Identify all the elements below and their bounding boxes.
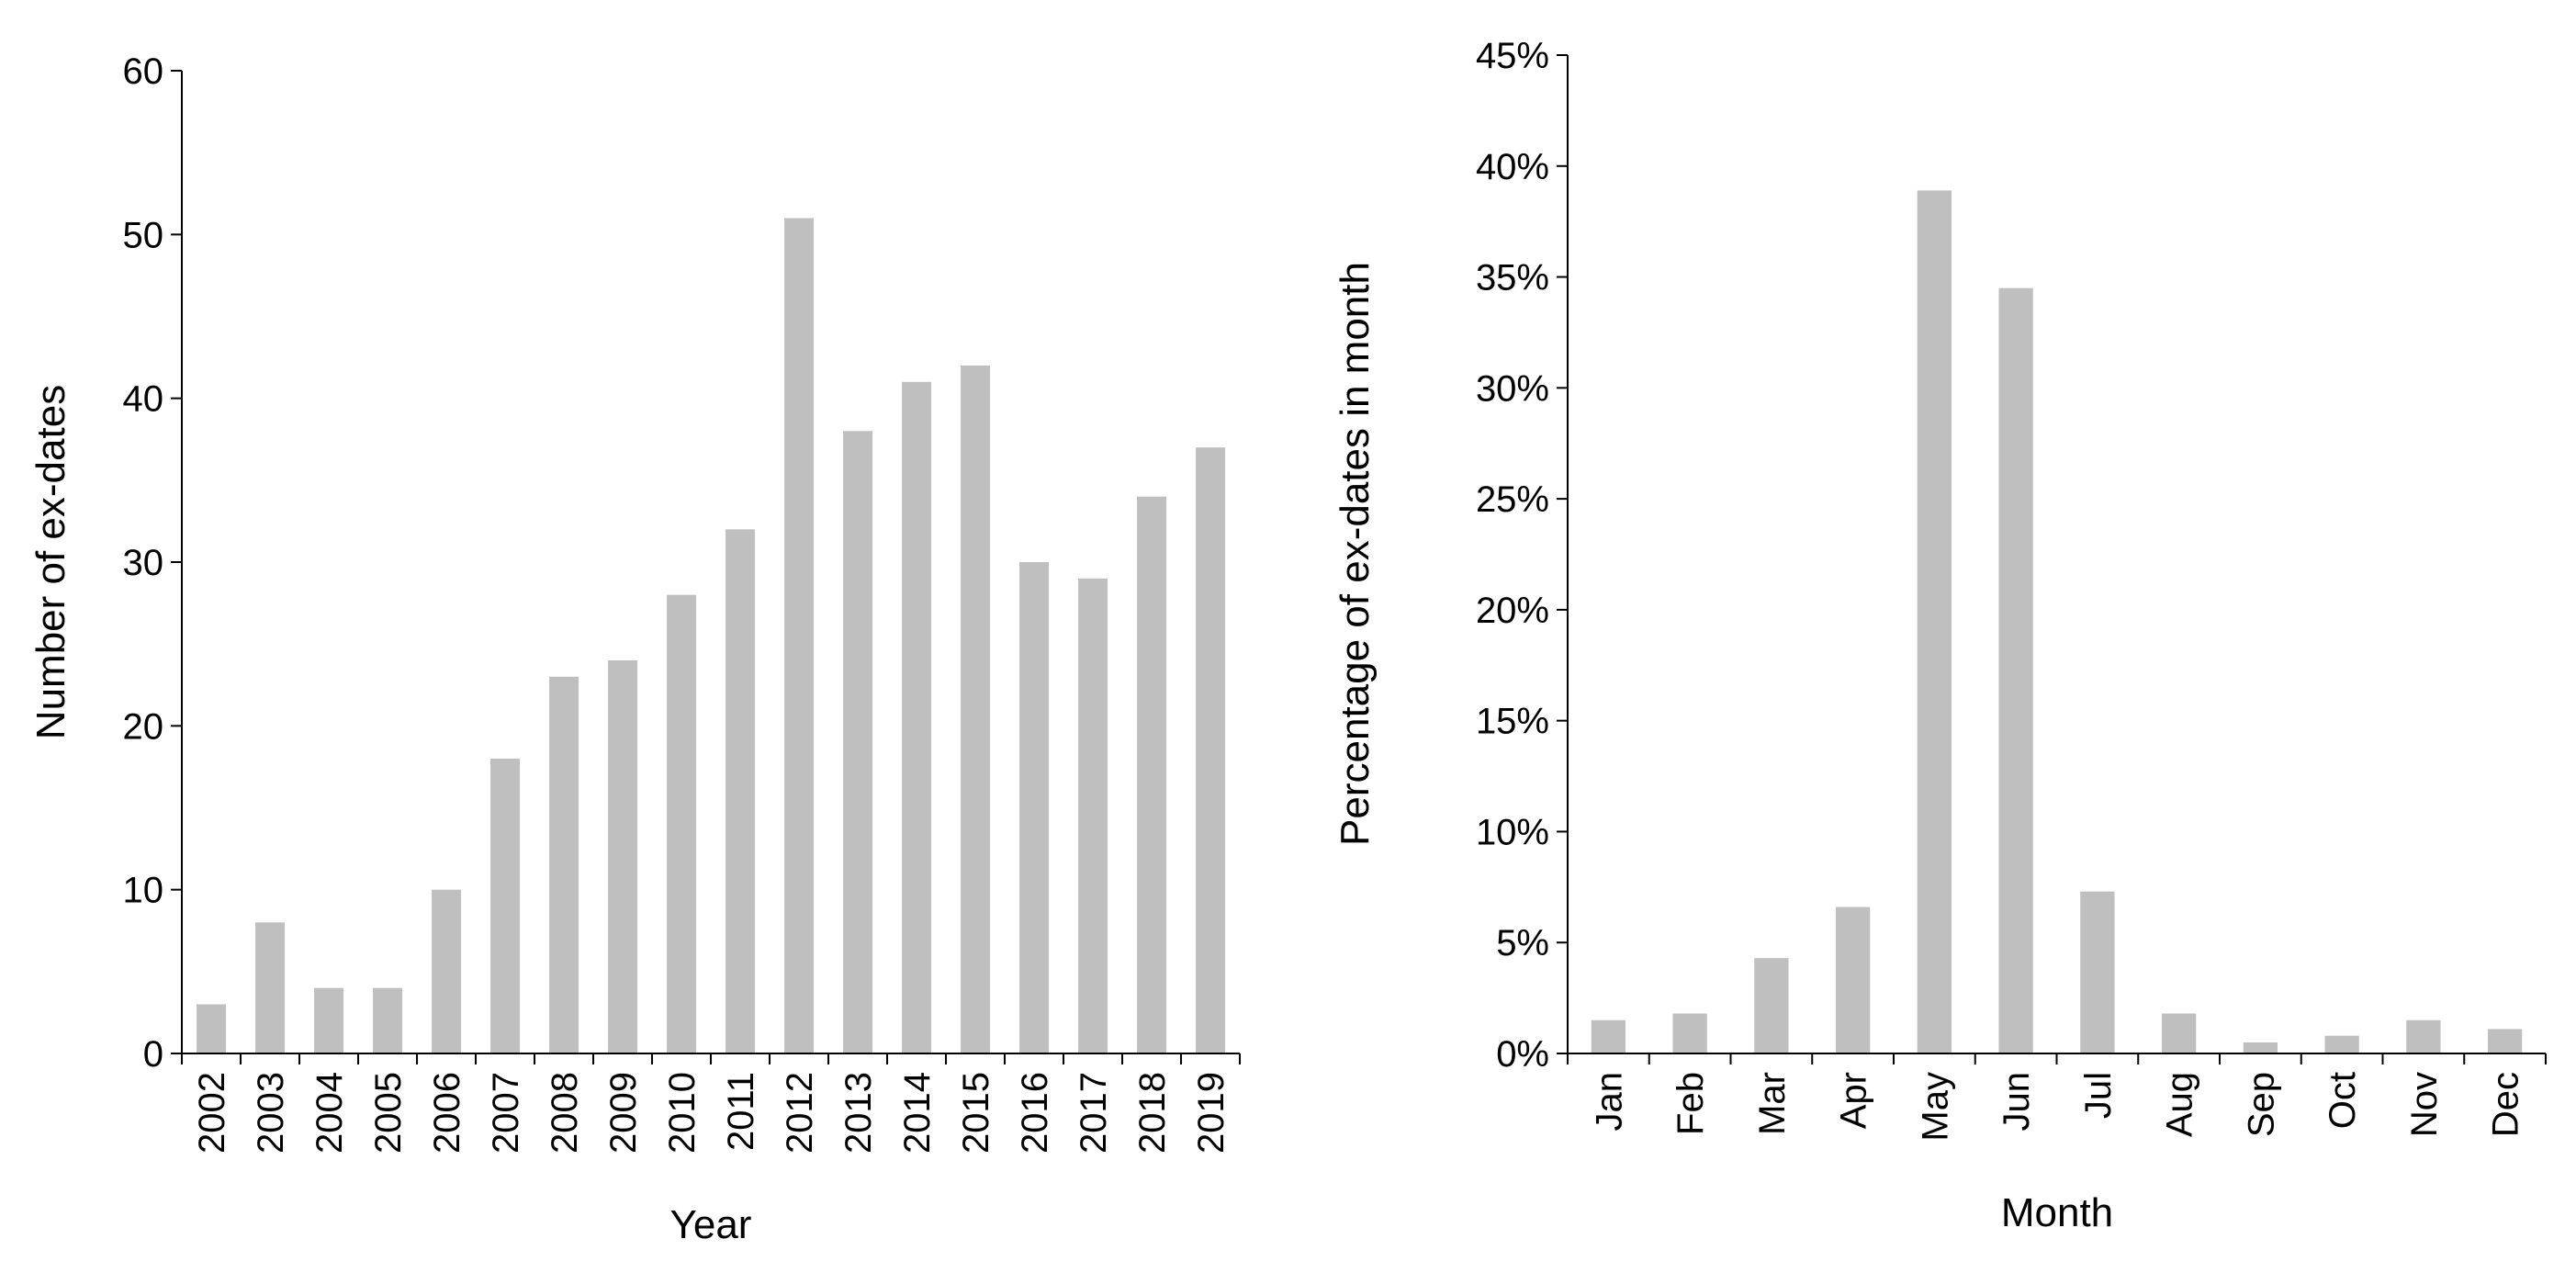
bar-2002 <box>197 1004 226 1053</box>
x-tick-label: 2012 <box>780 1072 820 1154</box>
bar-2003 <box>255 922 285 1053</box>
y-tick-label: 15% <box>1476 702 1549 742</box>
bar-series <box>1591 190 2523 1054</box>
x-tick-label: Feb <box>1670 1072 1711 1135</box>
y-tick-label: 20 <box>123 706 164 747</box>
x-tick-label: Mar <box>1752 1072 1793 1135</box>
bar-Jul <box>2080 891 2115 1053</box>
bar-Nov <box>2406 1019 2441 1053</box>
bar-May <box>1917 190 1952 1054</box>
bar-2004 <box>314 987 343 1053</box>
x-tick-label: Jun <box>1997 1072 2037 1132</box>
y-tick-label: 45% <box>1476 36 1549 76</box>
bar-2019 <box>1196 447 1225 1054</box>
bar-2008 <box>549 676 579 1053</box>
bar-2016 <box>1019 562 1049 1053</box>
x-tick-label: 2005 <box>368 1072 409 1154</box>
y-tick-label: 35% <box>1476 258 1549 298</box>
y-tick-label: 25% <box>1476 479 1549 520</box>
x-tick-label: May <box>1915 1072 1955 1142</box>
bar-2015 <box>961 366 990 1053</box>
x-tick-label: Oct <box>2323 1072 2363 1129</box>
y-tick-label: 5% <box>1496 923 1549 963</box>
bar-Jan <box>1591 1019 1626 1053</box>
x-tick-label: Sep <box>2241 1072 2281 1137</box>
x-tick-labels: 2002 2003 2004 2005 2006 2007 2008 2009 2010 2011… <box>192 1072 1232 1154</box>
x-tick-label: 2019 <box>1191 1072 1232 1154</box>
bar-2013 <box>843 431 872 1053</box>
x-tick-label: 2007 <box>486 1072 526 1154</box>
y-tick-label: 50 <box>123 215 164 255</box>
x-tick-label: 2006 <box>427 1072 467 1154</box>
x-tick-label: 2018 <box>1132 1072 1173 1154</box>
bar-2006 <box>432 889 461 1053</box>
x-tick-label: 2013 <box>838 1072 879 1154</box>
x-tick-label: Jul <box>2078 1072 2119 1119</box>
x-tick-label: 2015 <box>956 1072 996 1154</box>
axes <box>171 70 1241 1064</box>
y-tick-label: 60 <box>123 51 164 92</box>
x-tick-label: Apr <box>1834 1072 1874 1129</box>
y-tick-label: 10% <box>1476 812 1549 852</box>
x-tick-label: 2008 <box>545 1072 585 1154</box>
bar-Feb <box>1672 1013 1707 1053</box>
bar-Jun <box>1998 287 2033 1054</box>
bar-2012 <box>784 218 814 1053</box>
y-tick-label: 30% <box>1476 368 1549 409</box>
axes <box>1557 54 2547 1064</box>
bar-Sep <box>2243 1042 2278 1053</box>
x-tick-label: 2003 <box>251 1072 291 1154</box>
y-tick-label: 10 <box>123 871 164 911</box>
bar-Apr <box>1835 907 1871 1053</box>
bar-series <box>197 218 1225 1054</box>
x-tick-labels: Jan Feb Mar Apr May Jun Jul Aug Sep Oct Nov Dec <box>1589 1072 2525 1142</box>
bar-2014 <box>902 381 931 1053</box>
x-axis-title: Month <box>2001 1190 2113 1235</box>
x-tick-label: 2009 <box>603 1072 644 1154</box>
bar-2017 <box>1078 578 1108 1053</box>
bar-Oct <box>2324 1035 2359 1053</box>
bar-Mar <box>1754 958 1789 1053</box>
bar-2005 <box>373 987 402 1053</box>
bar-2018 <box>1137 496 1166 1053</box>
x-tick-label: 2010 <box>662 1072 703 1154</box>
x-tick-label: 2017 <box>1074 1072 1114 1154</box>
y-tick-label: 40 <box>123 379 164 420</box>
y-tick-label: 20% <box>1476 591 1549 631</box>
x-tick-label: 2004 <box>309 1072 350 1154</box>
y-tick-label: 40% <box>1476 147 1549 187</box>
chart-ex-dates-by-month: 0% 5% 10% 15% 20% 25% 30% 35% 40% 45% Jan Feb Mar Ap… <box>1333 36 2547 1235</box>
x-tick-label: 2016 <box>1015 1072 1055 1154</box>
bar-2010 <box>667 594 696 1053</box>
bar-Aug <box>2161 1013 2197 1053</box>
y-tick-label: 0% <box>1496 1034 1549 1075</box>
x-tick-label: Aug <box>2160 1072 2200 1137</box>
x-tick-label: Nov <box>2404 1072 2445 1137</box>
x-tick-label: 2014 <box>897 1072 938 1154</box>
y-axis-title: Percentage of ex-dates in month <box>1333 262 1378 846</box>
x-tick-label: Jan <box>1589 1072 1629 1132</box>
bar-Dec <box>2487 1029 2523 1053</box>
y-tick-label: 30 <box>123 543 164 583</box>
x-tick-label: Dec <box>2486 1072 2526 1137</box>
y-axis-title: Number of ex-dates <box>28 385 73 739</box>
y-tick-label: 0 <box>143 1034 163 1075</box>
x-tick-label: 2011 <box>721 1072 761 1151</box>
x-axis-title: Year <box>670 1202 752 1247</box>
y-tick-labels: 0 10 20 30 40 50 60 <box>123 51 164 1075</box>
bar-2009 <box>608 660 637 1053</box>
x-tick-label: 2002 <box>192 1072 232 1154</box>
bar-2011 <box>726 529 755 1053</box>
bar-2007 <box>490 759 520 1053</box>
y-tick-labels: 0% 5% 10% 15% 20% 25% 30% 35% 40% 45% <box>1476 36 1549 1075</box>
